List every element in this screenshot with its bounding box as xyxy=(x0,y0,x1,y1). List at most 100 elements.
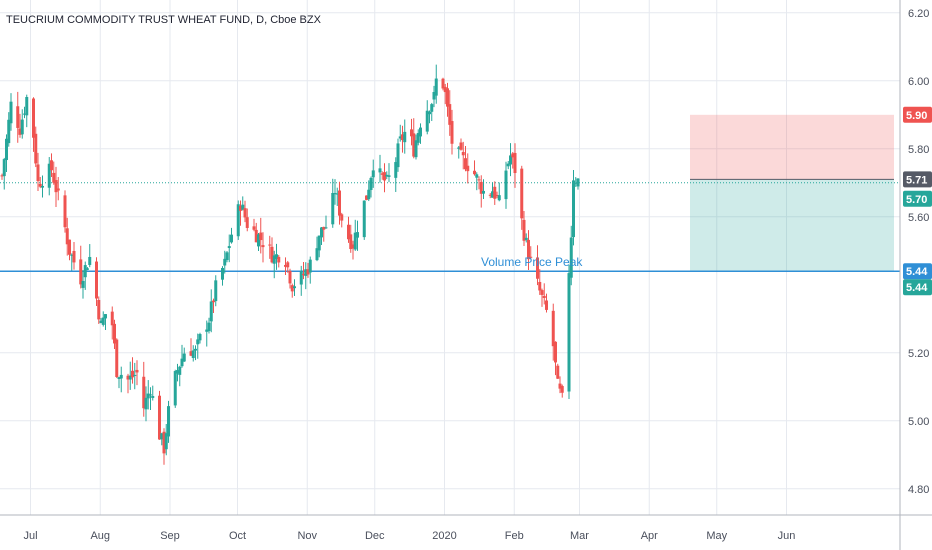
candle-body xyxy=(41,185,44,188)
price-badge xyxy=(903,171,932,188)
candle-body xyxy=(173,371,177,406)
candle-body xyxy=(245,217,249,228)
candle-body xyxy=(410,129,413,137)
candle-body xyxy=(176,370,179,374)
candle-body xyxy=(47,163,51,188)
candle-body xyxy=(290,285,294,292)
candle-body xyxy=(25,97,29,116)
candle-body xyxy=(149,394,152,396)
candle-body xyxy=(572,180,575,238)
price-axis[interactable]: 6.20 6.00 5.80 5.60 5.20 5.00 4.80 xyxy=(899,0,929,550)
candle-body xyxy=(450,121,454,144)
x-tick-label: Dec xyxy=(365,530,385,542)
x-tick-label: 2020 xyxy=(432,530,456,542)
grid-lines xyxy=(0,0,900,515)
candle-body xyxy=(270,246,274,263)
risk-reward-zones xyxy=(690,114,894,272)
candle-body xyxy=(56,188,60,191)
price-badge-label: 5.70 xyxy=(906,194,927,206)
candle-body xyxy=(475,174,479,178)
candle-body xyxy=(65,228,69,245)
candle-body xyxy=(5,138,8,161)
x-tick-label: Sep xyxy=(160,530,180,542)
candle-body xyxy=(284,264,287,267)
candle-body xyxy=(446,88,449,107)
candle-body xyxy=(225,252,229,261)
candle-body xyxy=(54,180,58,193)
candle-body xyxy=(167,406,170,437)
candle-body xyxy=(131,370,134,378)
candle-body xyxy=(398,136,402,139)
candle-body xyxy=(333,192,337,195)
candle-body xyxy=(430,104,434,112)
candle-body xyxy=(230,234,233,243)
candle-body xyxy=(0,175,4,177)
candle-body xyxy=(7,119,11,144)
x-tick-label: Apr xyxy=(641,530,658,542)
candle-body xyxy=(99,320,103,324)
candle-body xyxy=(304,269,308,276)
candle-body xyxy=(567,273,571,392)
candle-body xyxy=(133,374,137,376)
candle-body xyxy=(495,194,499,196)
candle-body xyxy=(522,219,526,241)
candle-body xyxy=(286,262,290,268)
y-tick-label: 5.80 xyxy=(908,144,929,156)
candle-body xyxy=(556,365,560,379)
candle-body xyxy=(81,280,85,288)
candle-body xyxy=(497,195,501,201)
candle-body xyxy=(378,168,382,173)
candle-body xyxy=(416,133,420,143)
candle-body xyxy=(214,280,218,302)
candle-body xyxy=(86,268,89,270)
candle-body xyxy=(126,375,130,380)
stop-zone xyxy=(690,179,894,272)
candle-body xyxy=(538,281,542,291)
price-badge xyxy=(903,190,932,207)
candle-body xyxy=(135,369,139,373)
y-tick-label: 6.00 xyxy=(908,76,929,88)
candle-body xyxy=(198,334,202,341)
candle-body xyxy=(322,226,326,230)
candle-body xyxy=(353,232,357,250)
candle-body xyxy=(554,341,557,363)
candle-body xyxy=(351,244,355,249)
candle-body xyxy=(308,259,312,273)
price-badge-label: 5.44 xyxy=(906,266,928,278)
chart-title: TEUCRIUM COMMODITY TRUST WHEAT FUND, D, … xyxy=(6,14,322,26)
candle-body xyxy=(560,386,564,393)
candle-body xyxy=(277,256,281,263)
candle-body xyxy=(540,290,544,295)
candle-body xyxy=(419,127,422,137)
candle-body xyxy=(32,98,35,138)
price-badge-label: 5.71 xyxy=(906,174,927,186)
candle-body xyxy=(299,271,303,285)
candle-body xyxy=(441,78,445,89)
candle-body xyxy=(115,339,119,377)
candle-body xyxy=(347,224,350,240)
candle-body xyxy=(356,232,359,238)
y-tick-label: 5.60 xyxy=(908,212,929,224)
candle-body xyxy=(558,383,562,389)
candle-body xyxy=(160,433,164,440)
candle-body xyxy=(189,351,193,356)
candle-body xyxy=(110,311,114,326)
target-zone xyxy=(690,114,894,180)
candle-body xyxy=(18,128,22,135)
candle-body xyxy=(369,177,373,190)
candle-body xyxy=(36,164,40,182)
candle-body xyxy=(162,431,166,454)
time-axis[interactable]: Jul Aug Sep Oct Nov Dec 2020 Feb Mar Apr May Jun xyxy=(0,514,932,542)
candle-body xyxy=(72,250,76,263)
candle-body xyxy=(371,170,375,178)
candle-body xyxy=(335,193,339,195)
candle-body xyxy=(252,226,256,230)
candle-body xyxy=(383,172,386,181)
candle-body xyxy=(396,143,400,168)
candle-body xyxy=(464,158,467,170)
y-tick-label: 4.80 xyxy=(908,484,929,496)
candle-body xyxy=(317,235,321,251)
candle-body xyxy=(551,310,555,347)
